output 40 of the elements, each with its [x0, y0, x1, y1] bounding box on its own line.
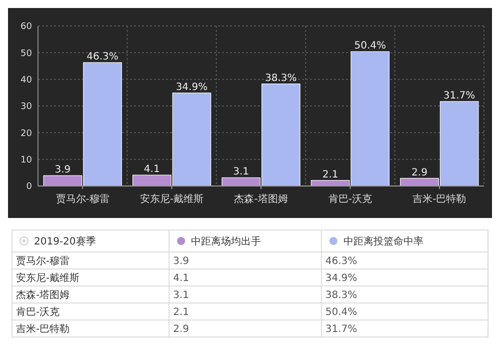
y-tick-label: 10	[20, 155, 32, 166]
y-tick-label: 50	[20, 48, 32, 59]
data-label: 34.9%	[176, 82, 208, 93]
x-tick-label: 安东尼-戴维斯	[140, 193, 204, 205]
legend-title: 2019-20赛季	[34, 236, 96, 248]
x-tick-label: 贾马尔-穆雷	[56, 193, 110, 205]
x-tick-label: 杰森-塔图姆	[234, 193, 288, 205]
text: 31.7%	[325, 324, 358, 335]
category-label: 杰森-塔图姆	[16, 290, 70, 301]
data-label: 3.9	[54, 164, 71, 176]
legend-label: 中距离场均出手	[191, 236, 262, 248]
text: 46.3%	[325, 256, 358, 267]
y-tick-label: 0	[26, 182, 32, 192]
data-label: 50.4%	[354, 40, 386, 52]
category-label: 贾马尔-穆雷	[16, 256, 70, 267]
text: 34.9%	[325, 273, 358, 284]
data-label: 4.1	[144, 164, 160, 176]
x-tick-label: 吉米-巴特勒	[412, 193, 466, 205]
text: 38.3%	[325, 290, 358, 301]
y-tick-label: 40	[20, 75, 32, 86]
data-label: 38.3%	[265, 72, 297, 84]
y-tick-label: 20	[20, 128, 32, 139]
category-label: 安东尼-戴维斯	[16, 273, 80, 284]
data-label: 3.1	[233, 166, 250, 178]
data-label: 31.7%	[443, 90, 476, 102]
text: 2.9	[173, 324, 189, 335]
text: 50.4%	[325, 307, 358, 318]
data-label: 2.1	[322, 169, 338, 180]
category-label: 肯巴-沃克	[16, 307, 60, 318]
text: 2.1	[173, 307, 189, 318]
x-tick-label: 肯巴-沃克	[328, 193, 372, 205]
data-label: 2.9	[412, 167, 428, 178]
legend-label: 中距离投篮命中率	[343, 236, 424, 248]
text: 3.1	[173, 290, 189, 301]
y-tick-label: 30	[20, 102, 32, 112]
category-label: 吉米-巴特勒	[16, 324, 70, 335]
y-tick-label: 60	[20, 22, 32, 32]
data-label: 46.3%	[86, 52, 118, 63]
text: 3.9	[173, 256, 189, 267]
text: 4.1	[173, 273, 189, 284]
